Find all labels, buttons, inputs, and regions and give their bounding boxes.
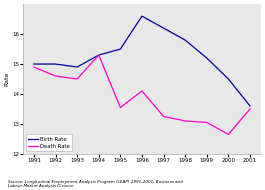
Death Rate xyxy=(97,54,100,56)
Birth Rate xyxy=(140,15,144,17)
Birth Rate xyxy=(184,39,187,41)
Birth Rate xyxy=(205,57,208,59)
Death Rate xyxy=(184,120,187,122)
Birth Rate xyxy=(97,54,100,56)
Death Rate xyxy=(249,108,252,110)
Death Rate xyxy=(140,90,144,92)
Birth Rate xyxy=(162,27,165,29)
Death Rate xyxy=(227,133,230,135)
Birth Rate xyxy=(54,63,57,65)
Death Rate xyxy=(32,66,36,68)
Birth Rate xyxy=(249,105,252,107)
Death Rate xyxy=(54,75,57,77)
Birth Rate xyxy=(32,63,36,65)
Death Rate xyxy=(162,115,165,118)
Y-axis label: Rate: Rate xyxy=(4,72,9,86)
Text: Source: Longitudinal Employment Analysis Program (LEAP) 1991-2001, Business and
: Source: Longitudinal Employment Analysis… xyxy=(8,180,183,188)
Birth Rate xyxy=(76,66,79,68)
Birth Rate xyxy=(119,48,122,50)
Death Rate xyxy=(119,106,122,109)
Birth Rate xyxy=(227,78,230,80)
Legend: Birth Rate, Death Rate: Birth Rate, Death Rate xyxy=(26,134,72,151)
Death Rate xyxy=(76,78,79,80)
Line: Death Rate: Death Rate xyxy=(34,55,250,134)
Death Rate xyxy=(205,121,208,124)
Line: Birth Rate: Birth Rate xyxy=(34,16,250,106)
